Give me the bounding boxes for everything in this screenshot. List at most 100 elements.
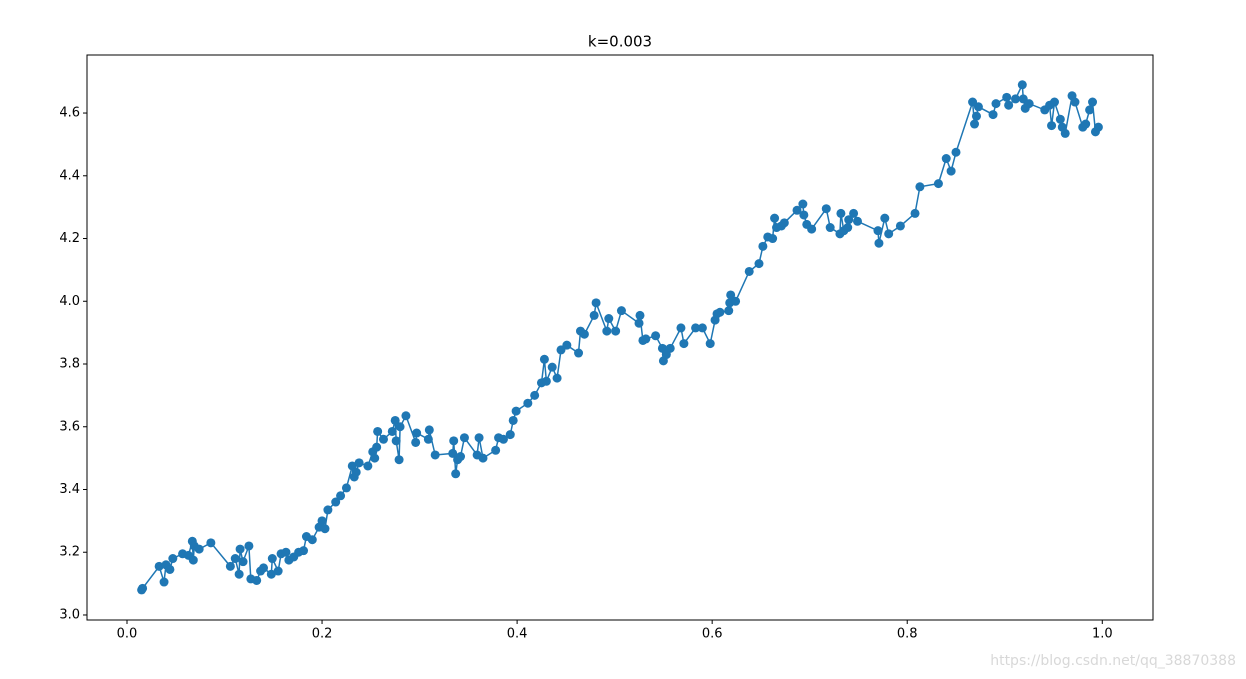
data-point <box>351 467 361 477</box>
data-point <box>951 147 961 157</box>
data-point <box>779 218 789 228</box>
data-point <box>616 306 626 316</box>
data-point <box>973 102 983 112</box>
data-point <box>1004 100 1014 110</box>
data-point <box>401 411 411 421</box>
data-point <box>412 428 422 438</box>
data-point <box>697 323 707 333</box>
data-point <box>235 544 245 554</box>
data-point <box>651 331 661 341</box>
data-point <box>715 307 725 317</box>
data-point <box>873 226 883 236</box>
data-point <box>474 433 484 443</box>
data-point <box>552 373 562 383</box>
data-point <box>884 229 894 239</box>
data-point <box>498 434 508 444</box>
data-point <box>138 583 148 593</box>
data-point <box>281 547 291 557</box>
x-tick-label: 0.8 <box>897 627 918 642</box>
data-point <box>825 223 835 233</box>
watermark: https://blog.csdn.net/qq_38870388 <box>990 653 1236 669</box>
data-point <box>602 326 612 336</box>
data-point <box>394 455 404 465</box>
data-point <box>798 199 808 209</box>
data-point <box>252 575 262 585</box>
data-point <box>1055 114 1065 124</box>
data-point <box>331 497 341 507</box>
y-tick-label: 3.8 <box>59 357 80 372</box>
data-point <box>726 290 736 300</box>
data-point <box>320 524 330 534</box>
data-point <box>665 343 675 353</box>
data-point <box>539 354 549 364</box>
data-point <box>1002 92 1012 102</box>
data-point <box>792 205 802 215</box>
data-point <box>758 241 768 251</box>
data-point <box>635 310 645 320</box>
data-point <box>449 436 459 446</box>
data-point <box>679 339 689 349</box>
data-point <box>266 569 276 579</box>
data-point <box>821 204 831 214</box>
data-point <box>1047 121 1057 131</box>
data-point <box>754 259 764 269</box>
data-point <box>843 223 853 233</box>
data-point <box>611 326 621 336</box>
data-point <box>895 221 905 231</box>
data-point <box>1085 105 1095 115</box>
y-tick-label: 3.0 <box>59 607 80 622</box>
data-point <box>259 563 269 573</box>
data-point <box>273 566 283 576</box>
data-point <box>390 415 400 425</box>
data-point <box>574 348 584 358</box>
data-point <box>165 564 175 574</box>
data-point <box>604 314 614 324</box>
x-tick-label: 0.4 <box>507 627 528 642</box>
data-point <box>244 541 254 551</box>
data-point <box>378 434 388 444</box>
data-point <box>799 210 809 220</box>
data-point <box>1070 97 1080 107</box>
data-point <box>910 208 920 218</box>
data-point <box>336 491 346 501</box>
data-point <box>1017 80 1027 90</box>
data-point <box>1088 97 1098 107</box>
data-point <box>430 450 440 460</box>
data-point <box>941 154 951 164</box>
data-point <box>451 469 461 479</box>
y-tick-label: 3.2 <box>59 545 80 560</box>
data-point <box>307 535 317 545</box>
data-point <box>523 398 533 408</box>
data-point <box>206 538 216 548</box>
y-tick-label: 4.6 <box>59 106 80 121</box>
data-point <box>459 433 469 443</box>
data-point <box>547 362 557 372</box>
x-tick-label: 1.0 <box>1092 627 1113 642</box>
data-point <box>1049 97 1059 107</box>
y-tick-label: 4.0 <box>59 294 80 309</box>
data-point <box>373 426 383 436</box>
y-tick-label: 3.6 <box>59 419 80 434</box>
data-point <box>1024 99 1034 109</box>
data-point <box>579 329 589 339</box>
data-point <box>411 437 421 447</box>
data-point <box>724 306 734 316</box>
data-point <box>448 448 458 458</box>
data-point <box>915 182 925 192</box>
data-point <box>354 458 364 468</box>
x-tick-label: 0.0 <box>117 627 138 642</box>
data-point <box>676 323 686 333</box>
data-point <box>970 119 980 129</box>
data-point <box>505 430 515 440</box>
data-point <box>836 208 846 218</box>
data-point <box>988 110 998 120</box>
data-point <box>634 318 644 328</box>
data-point <box>1060 128 1070 138</box>
x-tick-label: 0.2 <box>312 627 333 642</box>
data-point <box>323 505 333 515</box>
plot-frame <box>86 54 1154 621</box>
data-point <box>933 179 943 189</box>
data-point <box>691 323 701 333</box>
data-point <box>234 569 244 579</box>
data-point <box>744 266 754 276</box>
